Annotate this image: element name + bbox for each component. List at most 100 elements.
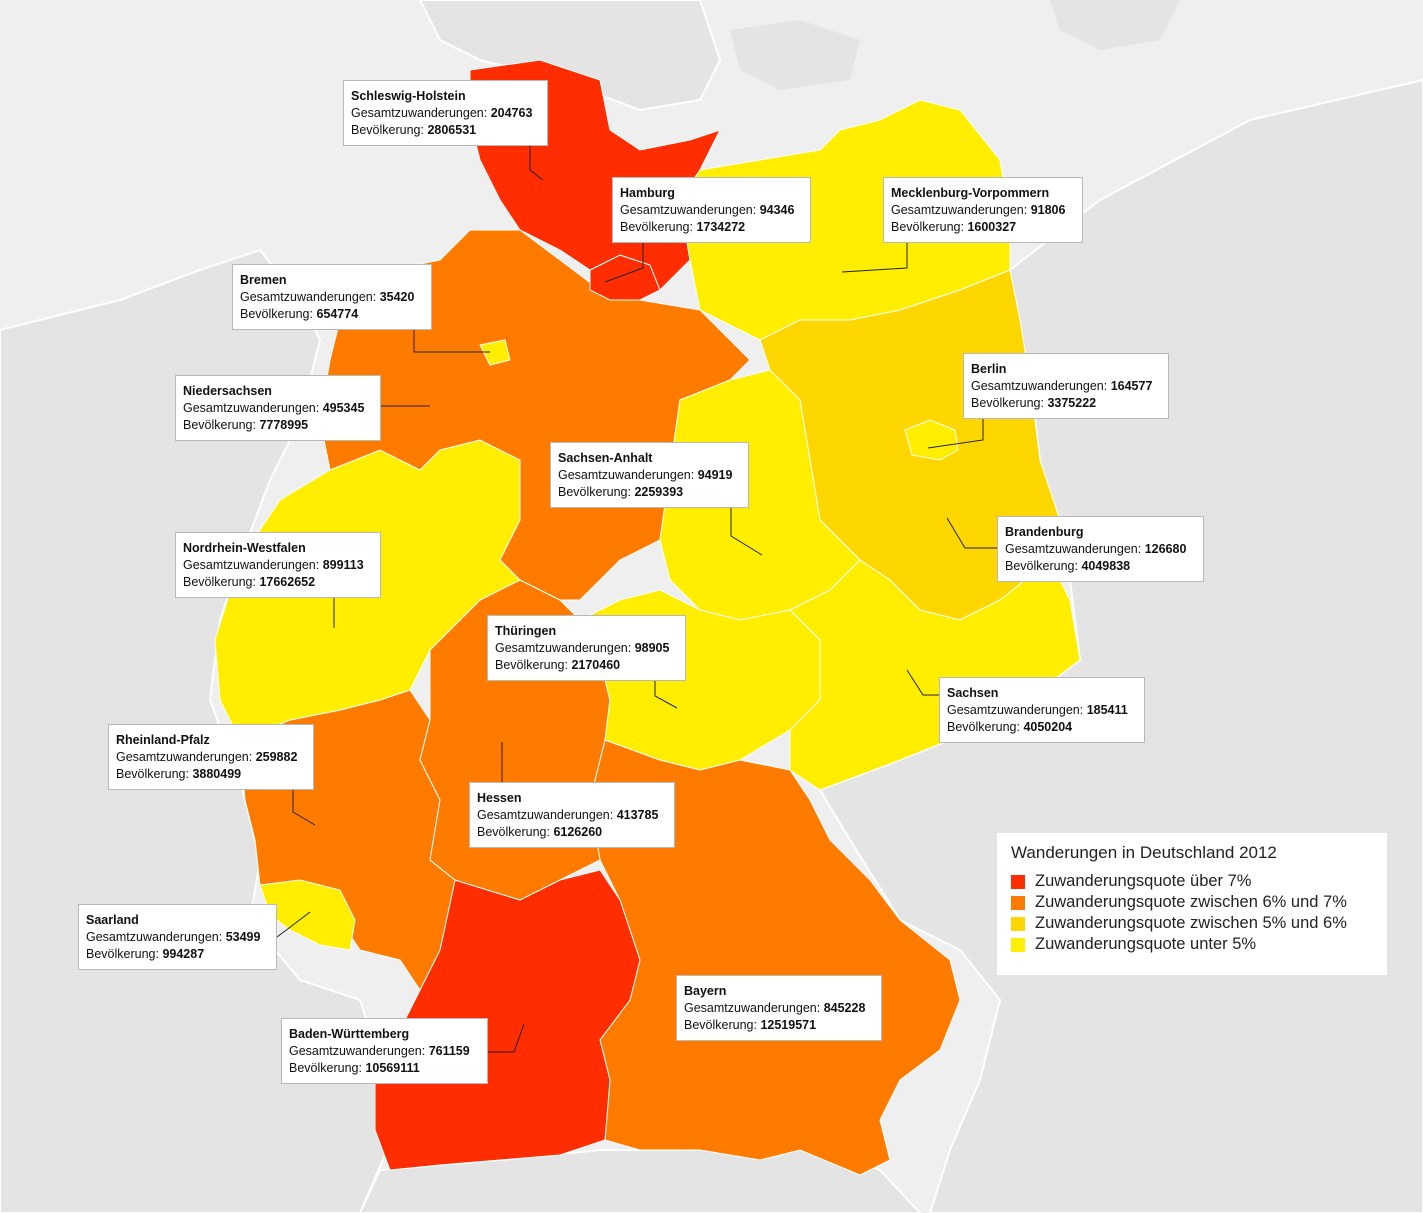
leader-rheinland-pfalz [292,788,316,826]
state-name: Hessen [477,791,522,805]
zuwanderungen-value: 35420 [379,290,415,304]
state-name: Baden-Württemberg [289,1027,410,1041]
state-name: Saarland [86,913,139,927]
label-sachsen: Sachsen Gesamtzuwanderungen: 185411 Bevö… [939,677,1145,743]
leader-bremen [413,326,490,353]
field-label: Bevölkerung: [240,307,313,321]
bevoelkerung-value: 7778995 [259,418,309,432]
zuwanderungen-value: 98905 [634,641,670,655]
zuwanderungen-value: 899113 [322,558,364,572]
label-rheinland-pfalz: Rheinland-Pfalz Gesamtzuwanderungen: 259… [108,724,314,790]
legend-label: Zuwanderungsquote zwischen 6% und 7% [1035,893,1347,911]
field-label: Gesamtzuwanderungen: [891,203,1028,217]
legend-swatch [1011,874,1025,889]
leader-sachsen-anhalt [730,506,763,556]
field-label: Bevölkerung: [289,1061,362,1075]
state-bremen[interactable] [479,339,511,366]
field-label: Gesamtzuwanderungen: [684,1001,821,1015]
field-label: Bevölkerung: [351,123,424,137]
field-label: Gesamtzuwanderungen: [240,290,377,304]
state-name: Niedersachsen [183,384,272,398]
label-brandenburg: Brandenburg Gesamtzuwanderungen: 126680 … [997,516,1204,582]
label-saarland: Saarland Gesamtzuwanderungen: 53499 Bevö… [78,904,277,970]
field-label: Gesamtzuwanderungen: [289,1044,426,1058]
label-bremen: Bremen Gesamtzuwanderungen: 35420 Bevölk… [232,264,432,330]
field-label: Bevölkerung: [947,720,1020,734]
state-sachsen[interactable] [789,559,1081,791]
bevoelkerung-value: 4049838 [1081,559,1131,573]
zuwanderungen-value: 413785 [616,808,659,822]
baltic-island [730,20,860,90]
legend-swatch [1011,937,1025,952]
state-name: Hamburg [620,186,675,200]
state-name: Rheinland-Pfalz [116,733,210,747]
bevoelkerung-value: 2806531 [427,123,477,137]
zuwanderungen-value: 204763 [490,106,533,120]
bevoelkerung-value: 12519571 [760,1018,817,1032]
field-label: Bevölkerung: [558,485,631,499]
field-label: Gesamtzuwanderungen: [351,106,488,120]
zuwanderungen-value: 845228 [823,1001,866,1015]
state-berlin[interactable] [904,419,959,461]
field-label: Bevölkerung: [495,658,568,672]
bevoelkerung-value: 3375222 [1047,396,1097,410]
legend-swatch [1011,895,1025,910]
leader-mecklenburg-vorpommern [841,240,908,273]
legend-swatch [1011,916,1025,931]
field-label: Bevölkerung: [183,418,256,432]
zuwanderungen-value: 761159 [428,1044,470,1058]
zuwanderungen-value: 259882 [255,750,298,764]
field-label: Gesamtzuwanderungen: [116,750,253,764]
leader-hamburg [604,240,644,283]
field-label: Gesamtzuwanderungen: [86,930,223,944]
bevoelkerung-value: 2259393 [634,485,684,499]
field-label: Bevölkerung: [684,1018,757,1032]
field-label: Bevölkerung: [116,767,189,781]
field-label: Gesamtzuwanderungen: [1005,542,1142,556]
label-hessen: Hessen Gesamtzuwanderungen: 413785 Bevöl… [469,782,675,848]
leader-sachsen [906,669,940,696]
field-label: Gesamtzuwanderungen: [183,401,320,415]
field-label: Gesamtzuwanderungen: [947,703,1084,717]
state-name: Thüringen [495,624,557,638]
legend-title: Wanderungen in Deutschland 2012 [1011,843,1277,862]
state-name: Bremen [240,273,287,287]
bevoelkerung-value: 10569111 [365,1061,420,1075]
leader-saarland [276,911,311,938]
zuwanderungen-value: 53499 [225,930,261,944]
field-label: Gesamtzuwanderungen: [477,808,614,822]
state-name: Schleswig-Holstein [351,89,466,103]
field-label: Bevölkerung: [1005,559,1078,573]
bevoelkerung-value: 17662652 [259,575,316,589]
leader-baden-wuerttemberg [488,1023,525,1053]
leader-schleswig-holstein [529,142,544,181]
state-name: Mecklenburg-Vorpommern [891,186,1050,200]
zuwanderungen-value: 91806 [1030,203,1066,217]
zuwanderungen-value: 495345 [322,401,365,415]
label-sachsen-anhalt: Sachsen-Anhalt Gesamtzuwanderungen: 9491… [550,442,749,508]
label-schleswig-holstein: Schleswig-Holstein Gesamtzuwanderungen: … [343,80,548,146]
legend-item: Zuwanderungsquote unter 5% [1011,934,1373,955]
label-bayern: Bayern Gesamtzuwanderungen: 845228 Bevöl… [676,975,882,1041]
state-name: Sachsen [947,686,999,700]
bevoelkerung-value: 654774 [316,307,359,321]
zuwanderungen-value: 94919 [697,468,733,482]
state-name: Sachsen-Anhalt [558,451,653,465]
field-label: Bevölkerung: [183,575,256,589]
state-name: Berlin [971,362,1007,376]
legend-item: Zuwanderungsquote zwischen 6% und 7% [1011,892,1373,913]
state-name: Nordrhein-Westfalen [183,541,306,555]
field-label: Bevölkerung: [891,220,964,234]
field-label: Bevölkerung: [477,825,550,839]
state-name: Brandenburg [1005,525,1084,539]
legend-label: Zuwanderungsquote unter 5% [1035,935,1257,953]
zuwanderungen-value: 126680 [1144,542,1187,556]
leader-thueringen [654,679,678,709]
state-name: Bayern [684,984,727,998]
field-label: Bevölkerung: [620,220,693,234]
label-hamburg: Hamburg Gesamtzuwanderungen: 94346 Bevöl… [612,177,811,243]
label-baden-wuerttemberg: Baden-Württemberg Gesamtzuwanderungen: 7… [281,1018,488,1084]
field-label: Gesamtzuwanderungen: [620,203,757,217]
legend: Wanderungen in Deutschland 2012 Zuwander… [997,833,1387,975]
